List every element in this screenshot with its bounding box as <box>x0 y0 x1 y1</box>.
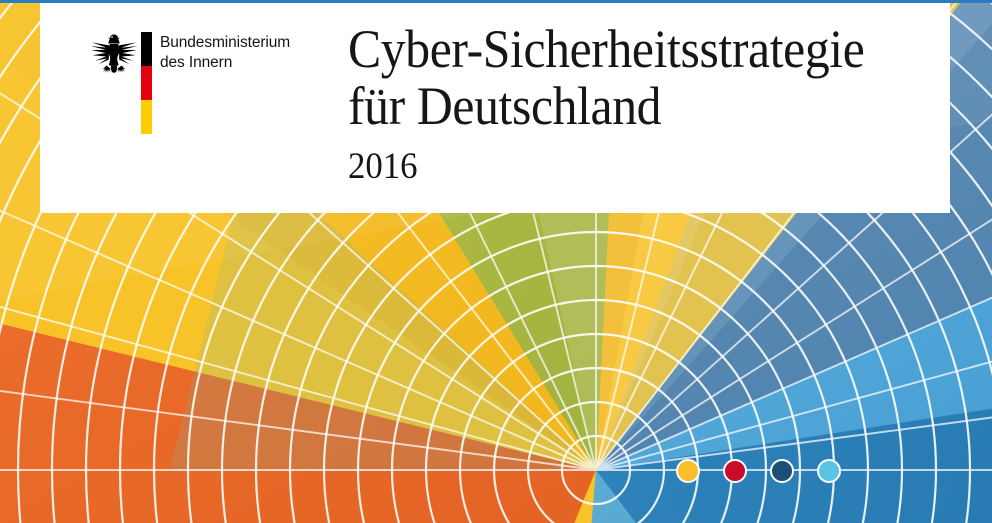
flag-stripe-red <box>141 66 152 100</box>
header-panel: Bundesministerium des Innern Cyber-Siche… <box>40 3 950 213</box>
page-subtitle-year: 2016 <box>348 146 418 188</box>
flag-stripe-gold <box>141 100 152 134</box>
ministry-logo-lockup: Bundesministerium des Innern <box>64 25 324 145</box>
page-title: Cyber-Sicherheitsstrategie für Deutschla… <box>348 19 865 137</box>
german-flag-bar <box>141 32 152 134</box>
title-block: Cyber-Sicherheitsstrategie für Deutschla… <box>348 19 978 188</box>
marker-dot-row <box>676 458 841 484</box>
federal-eagle-icon <box>90 34 138 73</box>
marker-dot-cyan <box>817 459 841 483</box>
marker-dot-yellow <box>676 459 700 483</box>
flag-stripe-black <box>141 32 152 66</box>
top-accent-rule <box>0 0 992 3</box>
ministry-name: Bundesministerium des Innern <box>160 34 291 72</box>
marker-dot-red <box>723 459 747 483</box>
marker-dot-navy <box>770 459 794 483</box>
